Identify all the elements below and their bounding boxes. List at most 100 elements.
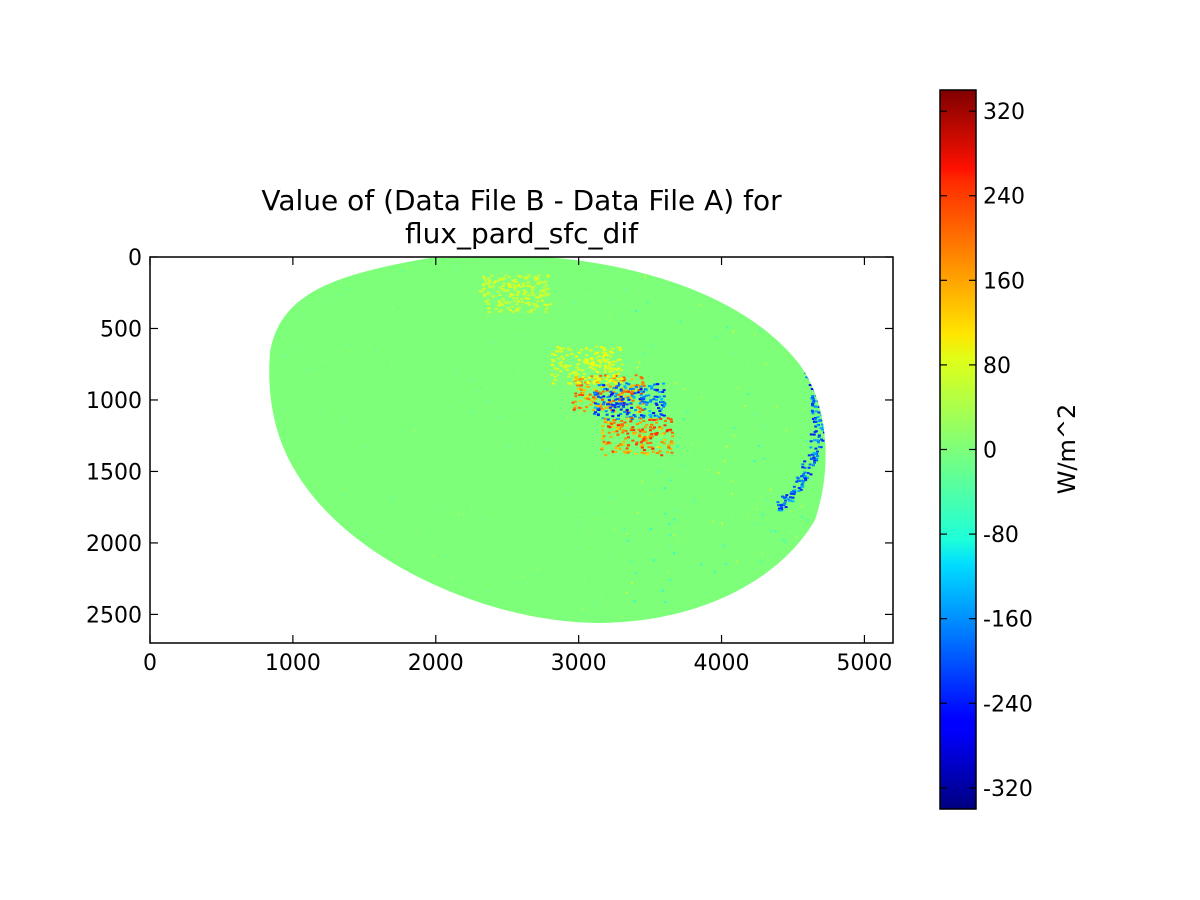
heatmap-cell [817,405,821,408]
heatmap-cell [683,499,686,502]
heatmap-cell [789,510,792,513]
heatmap-cell [597,407,601,410]
heatmap-cell [730,513,733,516]
heatmap-cell [627,390,631,393]
heatmap-cell [638,421,642,424]
heatmap-cell [709,451,712,454]
heatmap-cell [670,420,674,423]
heatmap-cell [279,407,282,410]
heatmap-cell [526,297,530,300]
heatmap-cell [760,560,763,563]
heatmap-cell [663,404,667,407]
heatmap-cell [600,448,604,451]
heatmap-cell [327,368,330,371]
heatmap-cell [676,445,679,448]
heatmap-cell [639,435,643,438]
heatmap-cell [577,358,581,361]
heatmap-cell [447,426,450,429]
heatmap-cell [567,382,571,385]
heatmap-cell [593,402,597,405]
heatmap-cell [682,418,685,421]
heatmap-cell [591,364,595,367]
colorbar-tick-label: 160 [983,269,1025,294]
heatmap-cell [811,464,815,467]
heatmap-cell [628,411,632,414]
heatmap-cell [590,375,594,378]
heatmap-cell [501,298,505,301]
heatmap-cell [626,432,630,435]
heatmap-cell [625,591,628,594]
heatmap-cell [537,296,541,299]
heatmap-cell [779,504,783,507]
heatmap-cell [486,299,490,302]
heatmap-cell [778,507,782,510]
heatmap-cell [576,384,580,387]
heatmap-cell [666,429,670,432]
heatmap-cell [344,385,347,388]
heatmap-cell [533,276,537,279]
heatmap-cell [670,479,673,482]
heatmap-cell [811,412,815,415]
heatmap-cell [525,284,529,287]
heatmap-cell [653,383,657,386]
heatmap-cell [599,392,603,395]
heatmap-cell [815,424,819,427]
heatmap-cell [533,305,537,308]
heatmap-cell [572,408,576,411]
heatmap-cell [698,304,701,307]
heatmap-cell [595,392,599,395]
heatmap-cell [609,390,613,393]
heatmap-cell [343,419,346,422]
heatmap-cell [488,281,492,284]
heatmap-cell [819,446,823,449]
heatmap-cell [779,509,783,512]
heatmap-cell [805,376,809,379]
heatmap-cell [626,411,630,414]
heatmap-cell [609,435,613,438]
heatmap-cell [616,444,620,447]
heatmap-cell [608,370,612,373]
heatmap-cell [597,395,601,398]
heatmap-cell [513,288,517,291]
heatmap-cell [544,294,548,297]
heatmap-cell [557,564,560,567]
heatmap-cell [595,345,599,348]
heatmap-cell [553,379,557,382]
heatmap-cell [753,460,756,463]
heatmap-cell [619,413,623,416]
heatmap-cell [650,385,654,388]
heatmap-cell [620,398,624,401]
heatmap-cell [503,289,507,292]
heatmap-cell [506,301,510,304]
heatmap-cell [616,346,620,349]
heatmap-cell [531,293,535,296]
heatmap-cell [619,403,623,406]
heatmap-cell [498,286,502,289]
heatmap-cell [483,277,487,280]
x-tick-label: 0 [143,651,157,676]
heatmap-cell [476,559,479,562]
heatmap-cell [724,505,727,508]
heatmap-cell [502,299,506,302]
heatmap-cell [629,397,633,400]
heatmap-cell [648,413,652,416]
heatmap-cell [616,384,620,387]
heatmap-cell [511,294,515,297]
heatmap-cell [500,288,504,291]
heatmap-cell [645,403,649,406]
heatmap-cell [662,389,666,392]
heatmap-cell [529,309,533,312]
heatmap-cell [525,276,529,279]
heatmap-cell [652,418,656,421]
heatmap-cell [605,413,609,416]
heatmap-cell [522,441,525,444]
heatmap-cell [498,294,502,297]
heatmap-cell [630,378,634,381]
heatmap-cell [641,382,645,385]
heatmap-cell [349,384,352,387]
heatmap-cell [604,410,608,413]
heatmap-cell [633,415,637,418]
heatmap-cell [582,405,585,408]
heatmap-cell [577,368,581,371]
heatmap-cell [625,408,629,411]
